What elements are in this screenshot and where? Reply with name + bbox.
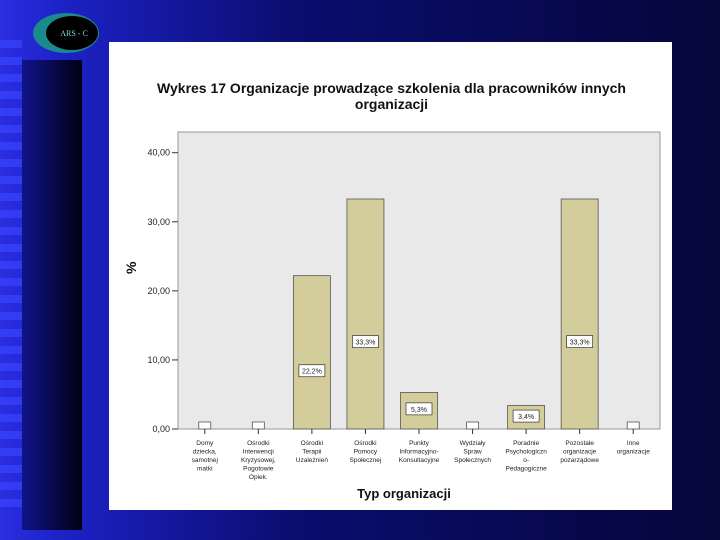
x-tick-label: Społecznych — [454, 457, 491, 464]
x-tick-label: Interwencji — [243, 449, 274, 456]
decorative-strip — [0, 40, 22, 510]
bar — [346, 198, 385, 430]
data-label: 22,2% — [302, 369, 322, 376]
x-tick-label: organizacje — [563, 449, 597, 456]
x-tick-label: Opiek. — [249, 474, 268, 481]
y-tick-label: 10,00 — [147, 355, 170, 365]
chart-title-line-2: organizacji — [354, 96, 429, 112]
y-tick-label: 20,00 — [147, 286, 170, 296]
logo-text: ARS - C — [60, 29, 88, 38]
slide-content: Wykres 17 Organizacje prowadzące szkolen… — [109, 42, 672, 510]
y-tick-label: 40,00 — [147, 148, 170, 158]
x-tick-label: samotnej — [192, 457, 218, 464]
x-axis-label: Typ organizacji — [357, 486, 451, 501]
x-tick-label: Konsultacyjne — [399, 457, 440, 464]
data-label: 5,3% — [411, 407, 427, 414]
x-tick-label: Ośrodki — [354, 440, 376, 447]
bar — [198, 421, 212, 430]
x-tick-label: Domy — [196, 440, 214, 447]
x-tick-label: matki — [197, 466, 213, 473]
x-tick-label: Wydziały — [460, 440, 487, 447]
x-tick-label: Inne — [627, 440, 640, 447]
bar — [626, 421, 640, 430]
bar-chart: 0,00 10,00 20,00 30,00 40,00 Domy dziecka,samo… — [147, 131, 661, 481]
data-label-box — [298, 364, 326, 378]
x-tick-label: Pozostałe — [565, 440, 594, 447]
x-tick-label: pozarządowe — [560, 457, 599, 464]
x-tick-label: Punkty — [409, 440, 430, 447]
x-tick-label: Uzależnień — [296, 457, 329, 464]
x-tick-label: Ośrodki — [247, 440, 269, 447]
x-tick-label: Psychologiczn — [505, 449, 547, 456]
x-tick-label: Społecznej — [350, 457, 382, 464]
data-label-box — [566, 335, 594, 348]
x-tick-label: organizacje — [617, 449, 651, 456]
x-tick-label: o- — [523, 457, 529, 464]
x-tick-label: Pedagogiczne — [506, 466, 548, 473]
chart-title: Wykres 17 Organizacje prowadzące szkolen… — [129, 80, 654, 112]
x-tick-label: Kryzysowej, — [241, 457, 276, 464]
x-tick-label: dziecka, — [193, 449, 217, 456]
x-tick-label: Poradnie — [513, 440, 539, 447]
bar — [251, 421, 265, 430]
x-tick-label: Pogotowie — [243, 466, 274, 473]
x-tick-label: Spraw — [463, 449, 482, 456]
data-label: 33,3% — [356, 340, 376, 347]
y-tick-label: 30,00 — [147, 217, 170, 227]
bar — [560, 198, 599, 430]
decorative-panel — [22, 60, 82, 530]
x-tick-label: Pomocy — [354, 449, 378, 456]
bar — [466, 421, 479, 430]
x-tick-label: Ośrodki — [301, 440, 323, 447]
x-tick-label: Terapii — [302, 449, 321, 456]
chart-title-line-1: Wykres 17 Organizacje prowadzące szkolen… — [157, 80, 626, 96]
x-tick-label: Informacyjno- — [399, 449, 438, 456]
data-label-box — [512, 409, 540, 423]
data-label: 33,3% — [570, 340, 590, 347]
y-tick-label: 0,00 — [152, 424, 170, 434]
data-label-box — [405, 402, 433, 416]
bar — [292, 275, 331, 430]
ars-logo: ARS - C — [33, 13, 99, 53]
data-label-box — [352, 335, 379, 348]
data-label: 3,4% — [518, 414, 534, 421]
